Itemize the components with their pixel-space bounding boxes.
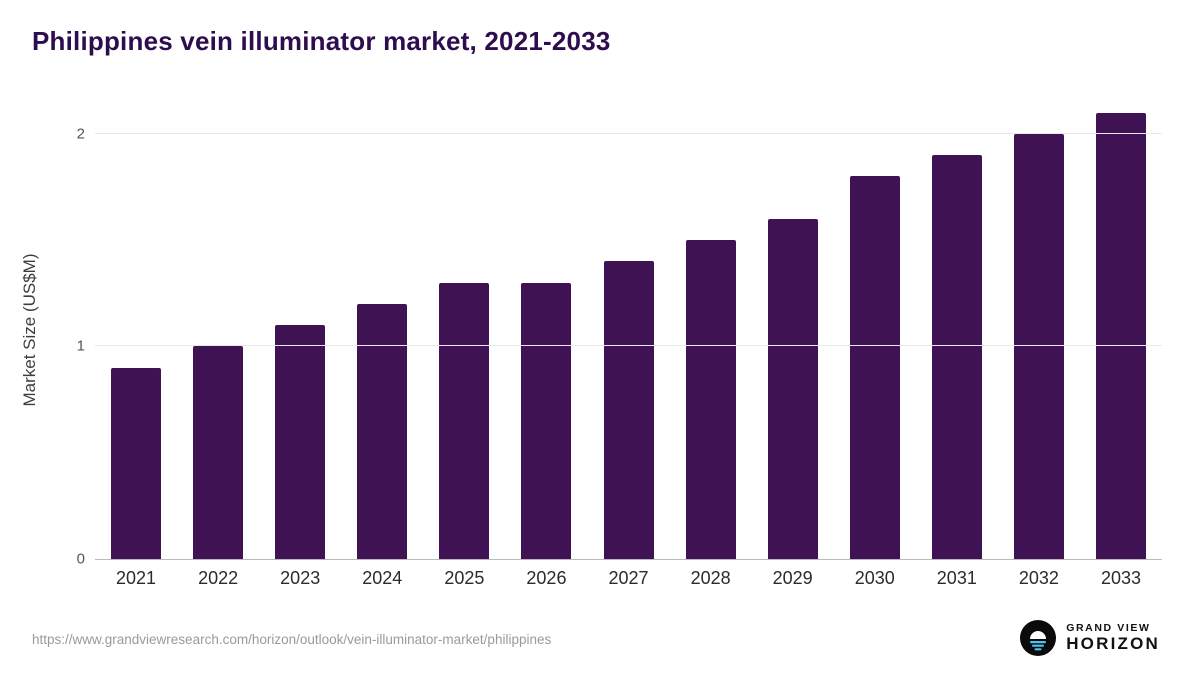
x-tick-label-2026: 2026 (526, 568, 567, 588)
y-axis-title: Market Size (US$M) (20, 253, 39, 407)
bar-2028 (685, 240, 736, 559)
x-tick-label-2021: 2021 (116, 568, 157, 588)
grand-view-horizon-logo: GRAND VIEW HORIZON (1019, 619, 1160, 657)
x-labels: 2021 2022 2023 2024 2025 2026 2027 2028 2029 2030… (95, 568, 1162, 589)
chart-plot-area: 0 1 2 (77, 102, 1162, 568)
bar-slot-2022 (177, 102, 259, 559)
bar-slot-2026 (505, 102, 587, 559)
y-tick-label-2: 2 (76, 125, 85, 143)
bars (95, 102, 1162, 559)
x-tick-label-2029: 2029 (772, 568, 813, 588)
x-tick-label-2027: 2027 (608, 568, 649, 588)
bar-slot-2025 (423, 102, 505, 559)
bar-2029 (767, 218, 818, 559)
bar-2024 (357, 303, 408, 559)
horizon-sunrise-icon (1019, 619, 1057, 657)
bar-slot-2033 (1080, 102, 1162, 559)
bar-2027 (603, 261, 654, 559)
logo-text: GRAND VIEW HORIZON (1066, 622, 1160, 654)
gridline-1 (95, 345, 1162, 347)
bar-2031 (931, 155, 982, 559)
bar-2021 (111, 367, 162, 559)
bar-2025 (439, 282, 490, 559)
y-tick-label-0: 0 (76, 550, 85, 568)
bar-slot-2023 (259, 102, 341, 559)
x-tick-label-2032: 2032 (1018, 568, 1059, 588)
bar-slot-2024 (341, 102, 423, 559)
source-url: https://www.grandviewresearch.com/horizo… (32, 632, 552, 647)
bar-2030 (849, 176, 900, 559)
bar-slot-2030 (834, 102, 916, 559)
y-tick-label-1: 1 (76, 337, 85, 355)
bar-2026 (521, 282, 572, 559)
bar-2022 (193, 346, 244, 559)
bar-slot-2027 (587, 102, 669, 559)
x-tick-label-2022: 2022 (198, 568, 239, 588)
bar-slot-2029 (752, 102, 834, 559)
x-tick-label-2033: 2033 (1100, 568, 1141, 588)
gridline-2 (95, 132, 1162, 134)
x-tick-label-2025: 2025 (444, 568, 485, 588)
bar-slot-2032 (998, 102, 1080, 559)
logo-grand-view: GRAND VIEW (1066, 622, 1151, 635)
bar-slot-2028 (670, 102, 752, 559)
x-tick-label-2024: 2024 (362, 568, 403, 588)
bar-slot-2031 (916, 102, 998, 559)
x-tick-label-2030: 2030 (854, 568, 895, 588)
x-tick-label-2028: 2028 (690, 568, 731, 588)
logo-horizon: HORIZON (1066, 634, 1160, 654)
bar-2033 (1095, 112, 1146, 559)
bar-slot-2021 (95, 102, 177, 559)
x-tick-label-2031: 2031 (936, 568, 977, 588)
x-tick-label-2023: 2023 (280, 568, 321, 588)
bar-2023 (275, 325, 326, 559)
page-title: Philippines vein illuminator market, 202… (32, 26, 611, 56)
